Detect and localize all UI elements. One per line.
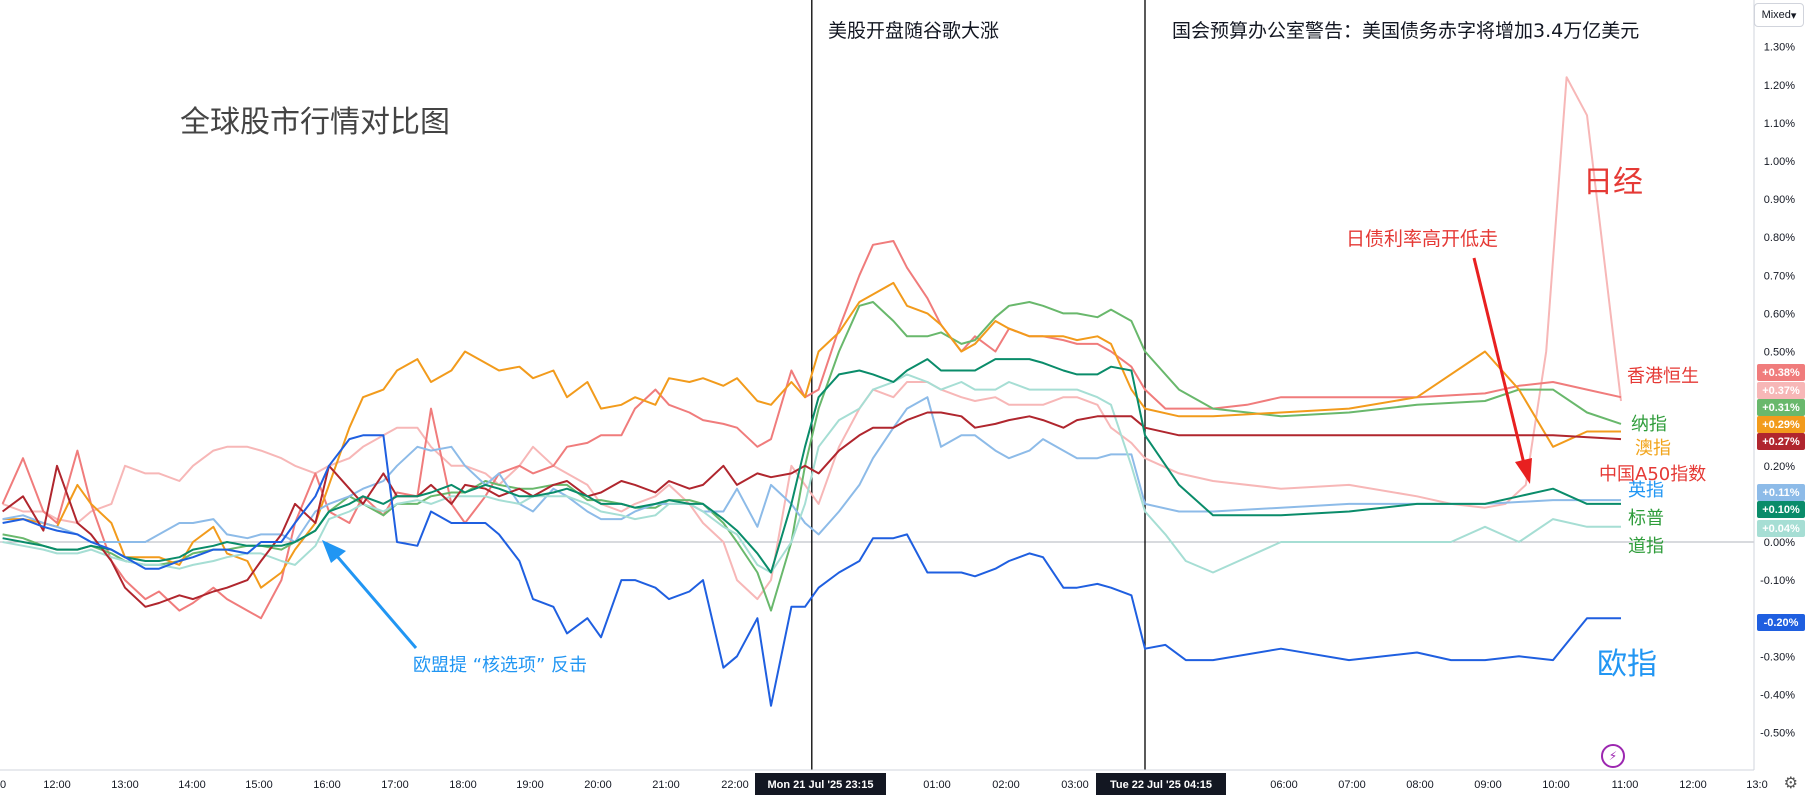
annotation-layer: 全球股市行情对比图 美股开盘随谷歌大涨 国会预算办公室警告：美国债务赤字将增加3… xyxy=(180,20,1706,682)
y-tick-label: -0.10% xyxy=(1760,575,1795,587)
y-tick-label: 1.10% xyxy=(1764,118,1795,130)
series-label: 澳指 xyxy=(1635,438,1671,459)
y-tick-label: 0.00% xyxy=(1764,537,1795,549)
time-crosshair-label: Mon 21 Jul '25 23:15 xyxy=(768,779,874,791)
y-tick-label: 0.80% xyxy=(1764,232,1795,244)
last-value-pill xyxy=(1757,501,1805,518)
last-value-pill xyxy=(1757,399,1805,416)
x-tick-label: 13:00 xyxy=(111,779,139,791)
x-tick-label: 16:00 xyxy=(313,779,341,791)
gear-icon[interactable]: ⚙ xyxy=(1783,775,1798,792)
chart-title: 全球股市行情对比图 xyxy=(180,105,450,140)
event-note-cbo-warning: 国会预算办公室警告：美国债务赤字将增加3.4万亿美元 xyxy=(1172,20,1639,42)
series-label: 标普 xyxy=(1628,508,1664,529)
y-tick-label: 0.50% xyxy=(1764,347,1795,359)
x-tick-label: 15:00 xyxy=(245,779,273,791)
last-value-pill xyxy=(1757,484,1805,501)
x-tick-label: 0 xyxy=(0,779,6,791)
series-label: 欧指 xyxy=(1597,647,1657,682)
series-label: 英指 xyxy=(1628,480,1664,501)
y-tick-label: -0.30% xyxy=(1760,651,1795,663)
time-crosshair-pill xyxy=(1096,773,1226,795)
last-value-pill xyxy=(1757,416,1805,433)
y-tick-label: 1.30% xyxy=(1764,42,1795,54)
chevron-down-icon: ▾ xyxy=(1790,9,1797,22)
note-eu-nuclear-option: 欧盟提 “核选项” 反击 xyxy=(413,655,587,676)
series-line[interactable] xyxy=(2,373,1621,574)
y-tick-label: 0.20% xyxy=(1764,461,1795,473)
x-tick-label: 03:00 xyxy=(1061,779,1089,791)
note-jp-bond: 日债利率高开低走 xyxy=(1346,228,1498,250)
series-label: 纳指 xyxy=(1631,414,1667,435)
x-tick-label: 06:00 xyxy=(1270,779,1298,791)
x-tick-label: 22:00 xyxy=(721,779,749,791)
x-tick-label: 21:00 xyxy=(652,779,680,791)
y-tick-label: -0.40% xyxy=(1760,689,1795,701)
scale-mode-label: Mixed xyxy=(1761,9,1791,21)
series-label: 中国A50指数 xyxy=(1599,464,1706,485)
last-value-label: +0.10% xyxy=(1762,504,1800,516)
x-tick-label: 12:00 xyxy=(43,779,71,791)
scale-mode-dropdown[interactable]: Mixed ▾ xyxy=(1754,3,1804,27)
jp-bond-arrowhead xyxy=(1515,458,1532,484)
x-tick-label: 09:00 xyxy=(1474,779,1502,791)
last-value-pill xyxy=(1757,433,1805,450)
last-value-pill xyxy=(1757,520,1805,537)
y-tick-label: 1.00% xyxy=(1764,156,1795,168)
series-label: 香港恒生 xyxy=(1627,366,1699,387)
last-value-label: -0.20% xyxy=(1764,617,1799,629)
time-crosshair-label: Tue 22 Jul '25 04:15 xyxy=(1110,779,1212,791)
last-value-label: +0.38% xyxy=(1762,367,1800,379)
x-tick-label: 02:00 xyxy=(992,779,1020,791)
series-line[interactable] xyxy=(2,434,1621,707)
series-label: 道指 xyxy=(1628,536,1664,557)
y-tick-label: 0.60% xyxy=(1764,308,1795,320)
x-tick-label: 17:00 xyxy=(381,779,409,791)
y-tick-label: 0.70% xyxy=(1764,270,1795,282)
x-tick-label: 08:00 xyxy=(1406,779,1434,791)
bolt-icon[interactable]: ⚡ xyxy=(1601,744,1625,768)
last-value-pill xyxy=(1757,382,1805,399)
x-tick-label: 19:00 xyxy=(516,779,544,791)
x-tick-label: 10:00 xyxy=(1542,779,1570,791)
last-value-label: +0.04% xyxy=(1762,523,1800,535)
x-tick-label: 07:00 xyxy=(1338,779,1366,791)
y-tick-label: 1.20% xyxy=(1764,80,1795,92)
last-value-label: +0.11% xyxy=(1762,487,1799,499)
x-tick-label: 11:00 xyxy=(1612,779,1639,791)
jp-bond-arrow xyxy=(1472,257,1527,469)
eu-arrow xyxy=(334,554,418,649)
last-value-label: +0.37% xyxy=(1762,385,1800,397)
x-tick-label: 01:00 xyxy=(923,779,951,791)
series-line[interactable] xyxy=(1,240,1622,620)
time-crosshair-pill xyxy=(755,773,886,795)
last-value-pill xyxy=(1757,614,1805,631)
x-tick-label: 13:0 xyxy=(1746,779,1767,791)
series-line[interactable] xyxy=(2,358,1621,574)
x-tick-label: 14:00 xyxy=(178,779,206,791)
series-line[interactable] xyxy=(2,396,1621,543)
last-value-label: +0.31% xyxy=(1762,402,1800,414)
last-value-label: +0.27% xyxy=(1762,436,1800,448)
x-tick-label: 18:00 xyxy=(449,779,477,791)
last-value-pill xyxy=(1757,364,1805,381)
last-value-label: +0.29% xyxy=(1762,419,1800,431)
event-note-us-open: 美股开盘随谷歌大涨 xyxy=(828,20,999,42)
series-label: 日经 xyxy=(1583,165,1643,200)
y-tick-label: 0.90% xyxy=(1764,194,1795,206)
eu-arrowhead xyxy=(322,540,346,563)
plot-area[interactable] xyxy=(0,0,1754,770)
series-line[interactable] xyxy=(2,411,1622,608)
x-tick-label: 20:00 xyxy=(584,779,612,791)
y-tick-label: -0.50% xyxy=(1760,728,1795,740)
x-tick-label: 12:00 xyxy=(1679,779,1707,791)
